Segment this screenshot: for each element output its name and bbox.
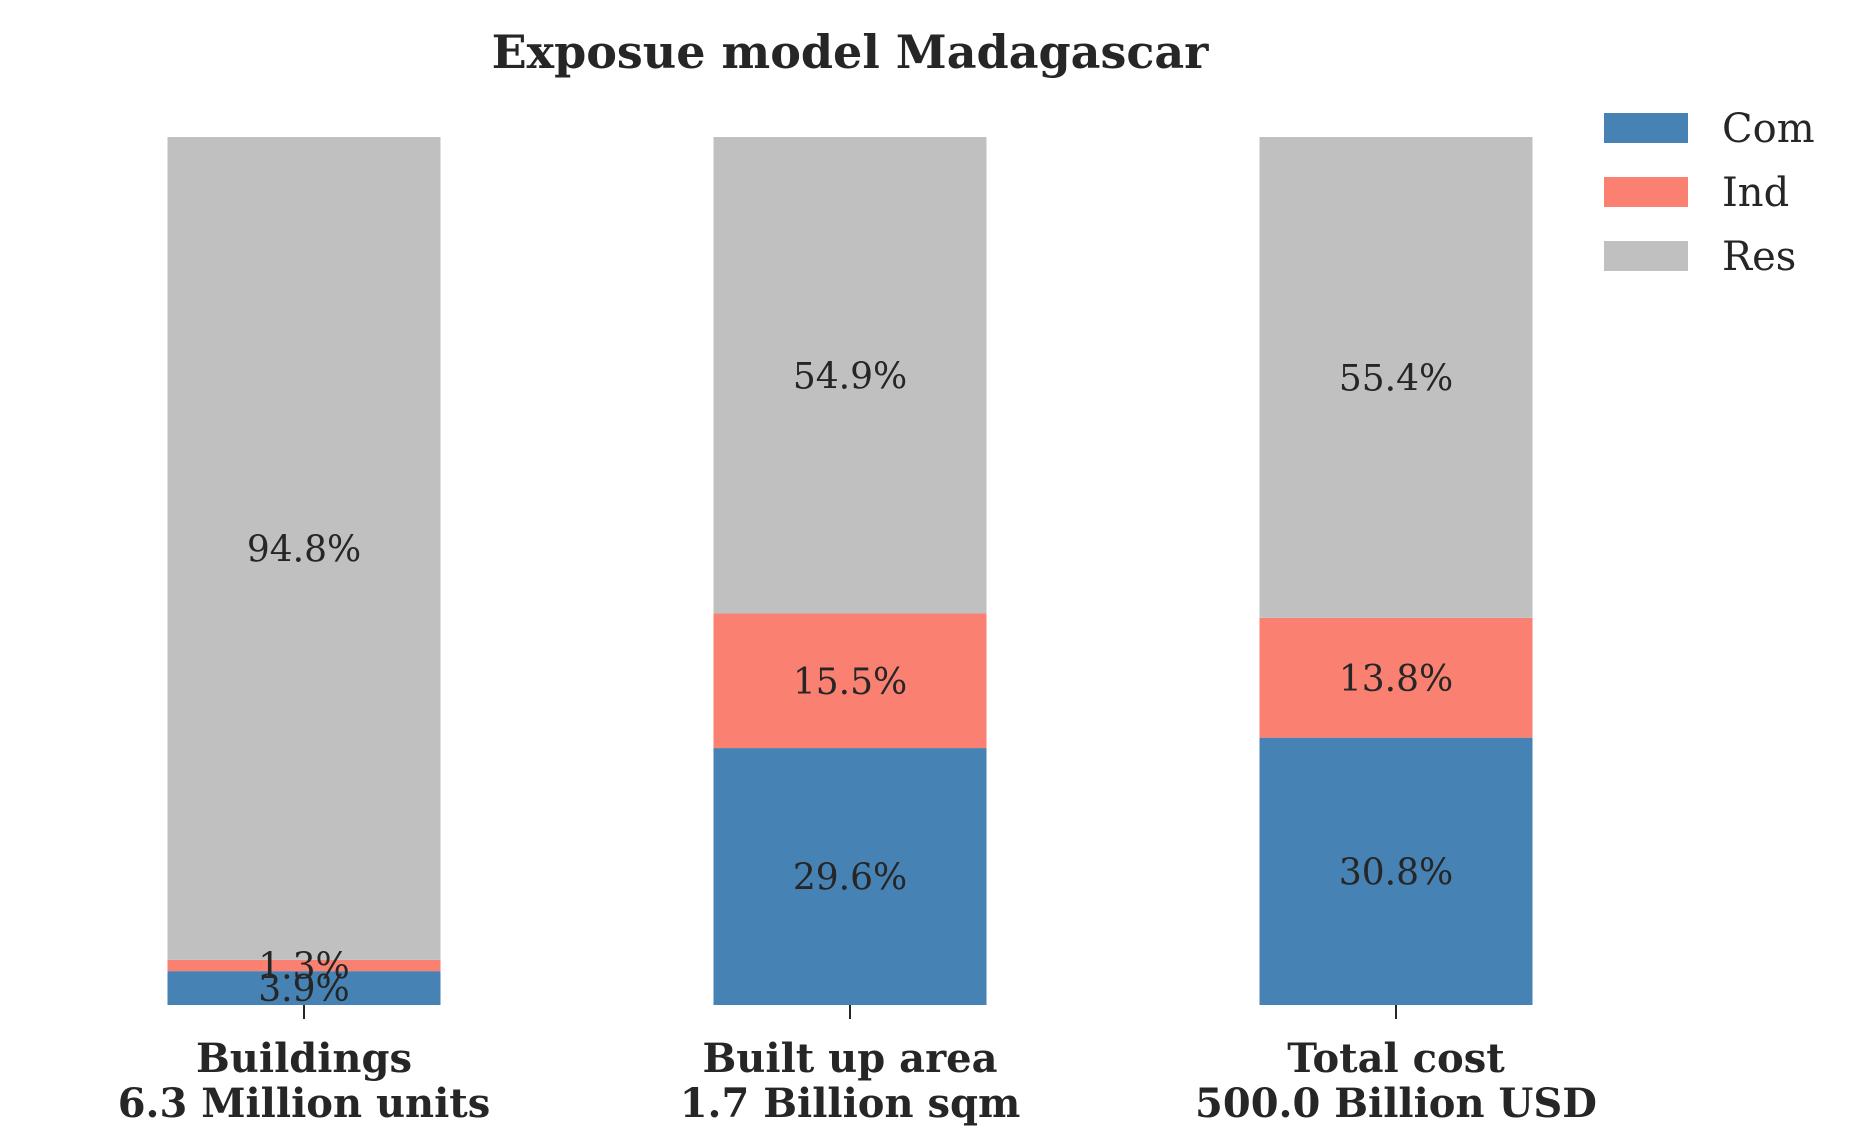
bar-value-label-res-2: 54.9% — [793, 356, 907, 397]
bar-segment-com-3 — [1259, 737, 1533, 1005]
legend-label-res: Res — [1722, 234, 1796, 280]
bar-value-label-ind-3: 13.8% — [1339, 659, 1453, 700]
bar-segment-com-2 — [713, 748, 987, 1005]
x-tick-label-2: Built up area — [702, 1035, 997, 1082]
x-tick-label-3: Total cost — [1287, 1035, 1505, 1082]
legend-label-com: Com — [1722, 106, 1815, 152]
chart-title: Exposue model Madagascar — [492, 25, 1210, 79]
legend: Com Ind Res — [1604, 106, 1815, 280]
bar-segment-res-2 — [713, 137, 987, 614]
legend-swatch-com — [1604, 113, 1688, 143]
bar-segment-com-1 — [167, 971, 441, 1005]
bar-value-label-com-2: 29.6% — [793, 858, 907, 899]
x-tick-sublabel-2: 1.7 Billion sqm — [680, 1080, 1021, 1127]
bar-value-label-ind-1: 1.3% — [258, 947, 349, 988]
x-tick-label-1: Buildings — [196, 1035, 412, 1082]
bar-segment-ind-2 — [713, 613, 987, 749]
bar-segment-res-1 — [167, 137, 441, 960]
bars-group — [167, 137, 1533, 1005]
legend-swatch-res — [1604, 241, 1688, 271]
bar-value-label-ind-2: 15.5% — [793, 662, 907, 703]
bar-segment-ind-1 — [167, 959, 441, 972]
bar-labels-group: 3.9%1.3% 94.8% 29.6% 15.5% 54.9% 30.8% 13.8% 55… — [247, 356, 1453, 1010]
x-tick-sublabel-1: 6.3 Million units — [118, 1080, 491, 1127]
legend-swatch-ind — [1604, 177, 1688, 207]
legend-label-ind: Ind — [1722, 170, 1789, 216]
bar-value-label-res-1: 94.8% — [247, 529, 361, 570]
bar-segment-res-3 — [1259, 137, 1533, 618]
bar-value-label-com-1: 3.9% — [258, 969, 349, 1010]
bar-value-label-res-3: 55.4% — [1339, 358, 1453, 399]
x-tick-sublabel-3: 500.0 Billion USD — [1195, 1080, 1597, 1127]
bar-value-label-com-3: 30.8% — [1339, 852, 1453, 893]
bar-segment-ind-3 — [1259, 617, 1533, 738]
